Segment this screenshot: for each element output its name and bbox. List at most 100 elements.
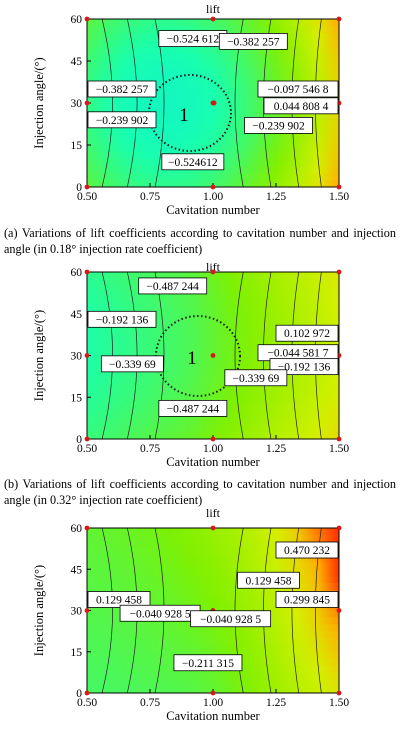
sample-point bbox=[210, 16, 216, 22]
contour-value-label: −0.192 136 bbox=[87, 310, 157, 328]
y-tick-label: 45 bbox=[71, 564, 83, 576]
sample-point bbox=[84, 690, 90, 696]
x-tick-label: 0.50 bbox=[77, 443, 97, 455]
contour-value-label: −0.382 257 bbox=[87, 80, 157, 98]
x-tick-label: 1.25 bbox=[266, 191, 286, 203]
y-axis-label: Injection angle/(°) bbox=[32, 565, 46, 656]
sample-point bbox=[336, 436, 342, 442]
sample-point bbox=[336, 16, 342, 22]
contour-value-label: 0.129 458 bbox=[237, 571, 300, 589]
y-tick-label: 30 bbox=[71, 98, 83, 110]
x-tick-label: 0.50 bbox=[77, 191, 97, 203]
sample-point bbox=[84, 436, 90, 442]
y-tick-label: 0 bbox=[76, 434, 82, 446]
svg-text:−0.097 546 8: −0.097 546 8 bbox=[267, 84, 328, 96]
contour-value-label: −0.239 902 bbox=[87, 111, 157, 129]
caption-b: (b) Variations of lift coefficients acco… bbox=[4, 477, 396, 507]
x-tick-label: 0.75 bbox=[140, 191, 160, 203]
y-tick-label: 0 bbox=[76, 688, 82, 700]
sample-point bbox=[336, 525, 342, 531]
chart-panel-1: lift 0.50 0.75 1.00 1.25 1.50 0 15 30 45 60 Cavitat… bbox=[32, 2, 349, 217]
sample-point bbox=[210, 269, 216, 275]
contour-line bbox=[126, 19, 138, 187]
y-tick-label: 15 bbox=[71, 647, 83, 659]
contour-value-label: −0.339 69 bbox=[100, 355, 164, 373]
heatmap-field bbox=[87, 272, 339, 439]
svg-text:−0.339 69: −0.339 69 bbox=[109, 359, 156, 371]
x-tick-label: 1.50 bbox=[329, 443, 349, 455]
y-tick-label: 60 bbox=[71, 267, 83, 279]
y-tick-label: 45 bbox=[71, 56, 83, 68]
x-tick-label: 1.50 bbox=[329, 697, 349, 709]
contour-value-label: −0.040 928 5 bbox=[190, 610, 272, 628]
contour-value-label: −0.524612 bbox=[161, 153, 225, 171]
sample-point bbox=[210, 184, 216, 190]
chart-panel-3: lift 0.50 0.75 1.00 1.25 1.50 0 15 30 45 60 Cavitat… bbox=[32, 506, 349, 723]
x-tick-label: 0.75 bbox=[140, 443, 160, 455]
chart-title: lift bbox=[206, 260, 221, 274]
x-axis-label: Cavitation number bbox=[166, 709, 260, 723]
contour-line bbox=[101, 19, 113, 187]
sample-point bbox=[210, 690, 216, 696]
svg-text:−0.044 581 7: −0.044 581 7 bbox=[267, 348, 328, 360]
contour-value-label: 0.470 232 bbox=[275, 541, 339, 559]
svg-text:0.129 458: 0.129 458 bbox=[96, 595, 142, 607]
sample-point bbox=[336, 608, 342, 613]
svg-text:0.102 972: 0.102 972 bbox=[284, 328, 330, 340]
x-tick-label: 1.00 bbox=[203, 697, 223, 709]
x-axis-label: Cavitation number bbox=[166, 203, 260, 217]
chart-title: lift bbox=[206, 2, 221, 16]
contour-value-label: −0.382 257 bbox=[218, 33, 288, 50]
svg-text:0.129 458: 0.129 458 bbox=[245, 575, 291, 587]
sample-point bbox=[84, 100, 90, 106]
optimum-label: 1 bbox=[179, 105, 189, 126]
chart-panel-2: lift 0.50 0.75 1.00 1.25 1.50 0 15 30 45 60 Cavitat… bbox=[32, 260, 349, 469]
svg-text:−0.382 257: −0.382 257 bbox=[227, 36, 280, 48]
y-tick-label: 45 bbox=[71, 309, 83, 321]
sample-point bbox=[210, 525, 216, 531]
y-tick-label: 60 bbox=[71, 14, 83, 26]
x-tick-label: 1.00 bbox=[203, 191, 223, 203]
y-tick-label: 15 bbox=[71, 392, 83, 404]
caption-a: (a) Variations of lift coefficients acco… bbox=[4, 226, 396, 256]
contour-value-label: −0.211 315 bbox=[173, 654, 243, 672]
contour-value-label: −0.524 612 bbox=[158, 30, 228, 48]
svg-text:−0.524 612: −0.524 612 bbox=[167, 34, 220, 46]
contour-value-label: 0.102 972 bbox=[275, 324, 339, 342]
sample-point bbox=[84, 16, 90, 22]
y-tick-label: 15 bbox=[71, 140, 83, 152]
y-tick-label: 0 bbox=[76, 182, 82, 194]
svg-text:−0.192 136: −0.192 136 bbox=[96, 314, 149, 326]
svg-text:−0.382 257: −0.382 257 bbox=[96, 84, 149, 96]
x-tick-label: 0.75 bbox=[140, 697, 160, 709]
svg-text:−0.487 244: −0.487 244 bbox=[146, 281, 199, 293]
x-tick-label: 1.00 bbox=[203, 443, 223, 455]
svg-text:−0.239 902: −0.239 902 bbox=[252, 120, 305, 132]
svg-text:−0.192 136: −0.192 136 bbox=[278, 362, 331, 374]
sample-point bbox=[336, 269, 342, 275]
contour-value-label: −0.339 69 bbox=[224, 369, 288, 387]
svg-text:−0.040 928 5: −0.040 928 5 bbox=[200, 614, 261, 626]
sample-point bbox=[84, 353, 90, 358]
contour-line bbox=[101, 528, 113, 693]
svg-text:0.470 232: 0.470 232 bbox=[284, 545, 330, 557]
y-tick-label: 30 bbox=[71, 606, 83, 618]
x-tick-label: 1.25 bbox=[266, 697, 286, 709]
svg-text:0.044 808 4: 0.044 808 4 bbox=[274, 101, 329, 113]
contour-value-label: −0.044 581 7 bbox=[257, 344, 339, 362]
x-tick-label: 1.50 bbox=[329, 191, 349, 203]
svg-text:−0.339 69: −0.339 69 bbox=[232, 373, 279, 385]
optimum-region bbox=[148, 74, 232, 152]
sample-point bbox=[210, 353, 216, 358]
chart-title: lift bbox=[206, 506, 221, 520]
contour-value-label: −0.487 244 bbox=[158, 399, 228, 417]
svg-text:−0.487 244: −0.487 244 bbox=[167, 403, 220, 415]
sample-point bbox=[210, 436, 216, 442]
x-tick-label: 1.25 bbox=[266, 443, 286, 455]
sample-point bbox=[84, 184, 90, 190]
x-tick-label: 0.50 bbox=[77, 697, 97, 709]
y-tick-label: 60 bbox=[71, 523, 83, 535]
svg-text:−0.040 928 5: −0.040 928 5 bbox=[130, 608, 191, 620]
